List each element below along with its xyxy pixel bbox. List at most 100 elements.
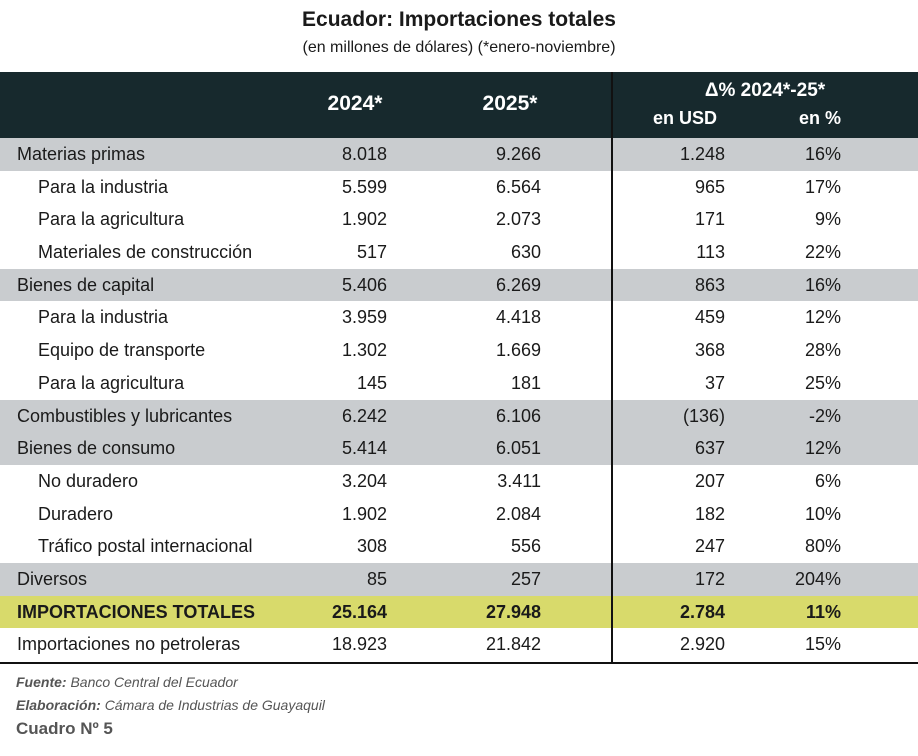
- delta-usd: 171: [694, 209, 725, 230]
- row-label: Para la agricultura: [38, 372, 185, 393]
- row-label: Equipo de transporte: [38, 340, 206, 361]
- value-2025: 6.106: [495, 405, 541, 426]
- source-note: Fuente: Banco Central del Ecuador: [16, 674, 238, 690]
- delta-pct: -2%: [808, 405, 841, 426]
- row-label: Para la industria: [38, 176, 169, 197]
- row-label: Combustibles y lubricantes: [17, 405, 233, 426]
- value-2024: 6.242: [341, 405, 387, 426]
- delta-pct: 28%: [804, 340, 841, 361]
- delta-pct: 16%: [804, 274, 841, 295]
- table-row: Para la agricultura 1.902 2.073 171 9%: [0, 203, 918, 236]
- value-2025: 6.051: [495, 438, 541, 459]
- delta-pct: 15%: [804, 634, 841, 655]
- table-row: Tráfico postal internacional 308 556 247 80%: [0, 530, 918, 563]
- delta-usd: 2.920: [679, 634, 725, 655]
- table-row: Materiales de construcción 517 630 113 22%: [0, 236, 918, 269]
- delta-pct: 12%: [804, 307, 841, 328]
- table-row: No duradero 3.204 3.411 207 6%: [0, 465, 918, 498]
- value-2024: 5.414: [341, 438, 387, 459]
- value-2024: 8.018: [341, 144, 387, 164]
- row-label: Bienes de capital: [17, 274, 155, 295]
- value-2025: 6.269: [495, 274, 541, 295]
- table-row: Para la industria 3.959 4.418 459 12%: [0, 301, 918, 334]
- table-row: Combustibles y lubricantes 6.242 6.106 (136…: [0, 399, 918, 433]
- delta-pct: 9%: [814, 209, 841, 230]
- row-label: Duradero: [38, 503, 114, 524]
- delta-pct: 80%: [804, 536, 841, 557]
- value-2025: 181: [510, 372, 541, 393]
- value-2025: 2.084: [495, 503, 541, 524]
- table-row: Equipo de transporte 1.302 1.669 368 28%: [0, 334, 918, 367]
- value-2024: 18.923: [331, 634, 387, 655]
- value-2024: 1.902: [341, 503, 387, 524]
- value-2025: 1.669: [495, 340, 541, 361]
- delta-pct: 6%: [814, 470, 841, 491]
- row-label: Importaciones no petroleras: [17, 634, 241, 655]
- table-header: 2024* 2025* Δ% 2024*-25* en USD en %: [0, 72, 918, 138]
- delta-usd: 637: [694, 438, 725, 459]
- delta-pct: 204%: [794, 568, 841, 589]
- table-row: Bienes de consumo 5.414 6.051 637 12%: [0, 432, 918, 465]
- table-body: Materias primas 8.018 9.266 1.248 16% Para la…: [0, 138, 918, 661]
- value-2025: 4.418: [495, 307, 541, 328]
- value-2025: 3.411: [497, 470, 541, 491]
- header-pct: en %: [798, 108, 841, 128]
- value-2025: 6.564: [495, 176, 541, 197]
- row-label: Tráfico postal internacional: [38, 536, 253, 557]
- delta-pct: 10%: [804, 503, 841, 524]
- table-bottom-rule: [0, 662, 918, 664]
- delta-usd: 37: [704, 372, 725, 393]
- value-2024: 3.959: [341, 307, 387, 328]
- value-2024: 308: [356, 536, 387, 557]
- table-subtitle: (en millones de dólares) (*enero-noviemb…: [302, 39, 616, 56]
- value-2025: 630: [510, 242, 541, 263]
- value-2025: 257: [510, 568, 541, 589]
- row-label: Bienes de consumo: [17, 438, 176, 459]
- table-row: Duradero 1.902 2.084 182 10%: [0, 498, 918, 531]
- value-2024: 1.902: [341, 209, 387, 230]
- delta-usd: 459: [694, 307, 725, 328]
- row-label: Materias primas: [17, 144, 146, 164]
- table-title: Ecuador: Importaciones totales: [302, 8, 616, 31]
- table-row: Para la industria 5.599 6.564 965 17%: [0, 171, 918, 204]
- table-row: IMPORTACIONES TOTALES 25.164 27.948 2.784 11…: [0, 595, 918, 629]
- row-label: No duradero: [38, 470, 139, 491]
- delta-pct: 11%: [805, 601, 841, 622]
- value-2024: 5.406: [341, 274, 387, 295]
- row-label: Diversos: [17, 568, 88, 589]
- value-2024: 517: [356, 242, 387, 263]
- delta-usd: 863: [694, 274, 725, 295]
- value-2025: 2.073: [495, 209, 541, 230]
- header-2024: 2024*: [327, 92, 383, 115]
- table-row: Diversos 85 257 172 204%: [0, 562, 918, 596]
- delta-pct: 17%: [804, 176, 841, 197]
- value-2025: 27.948: [485, 601, 541, 622]
- source-label: Fuente:: [16, 674, 67, 690]
- delta-pct: 25%: [804, 372, 841, 393]
- table-row: Materias primas 8.018 9.266 1.248 16%: [0, 138, 918, 171]
- row-label: Materiales de construcción: [38, 242, 253, 263]
- delta-usd: (136): [682, 405, 725, 426]
- value-2024: 85: [366, 568, 387, 589]
- value-2024: 1.302: [341, 340, 387, 361]
- value-2025: 556: [510, 536, 541, 557]
- value-2024: 5.599: [341, 176, 387, 197]
- table-row: Importaciones no petroleras 18.923 21.842 2…: [0, 628, 918, 661]
- table-row: Para la agricultura 145 181 37 25%: [0, 367, 918, 400]
- header-2025: 2025*: [482, 92, 538, 115]
- delta-pct: 12%: [804, 438, 841, 459]
- delta-usd: 182: [694, 503, 725, 524]
- delta-usd: 172: [694, 568, 725, 589]
- delta-usd: 207: [694, 470, 725, 491]
- prepared-by-label: Elaboración:: [16, 697, 101, 713]
- value-2024: 25.164: [331, 601, 387, 622]
- delta-usd: 247: [694, 536, 725, 557]
- row-label: IMPORTACIONES TOTALES: [17, 601, 256, 622]
- table-row: Bienes de capital 5.406 6.269 863 16%: [0, 268, 918, 302]
- delta-usd: 113: [696, 242, 725, 263]
- delta-pct: 22%: [804, 242, 841, 263]
- prepared-by-text: Cámara de Industrias de Guayaquil: [104, 697, 325, 713]
- value-2024: 3.204: [341, 470, 387, 491]
- row-label: Para la industria: [38, 307, 169, 328]
